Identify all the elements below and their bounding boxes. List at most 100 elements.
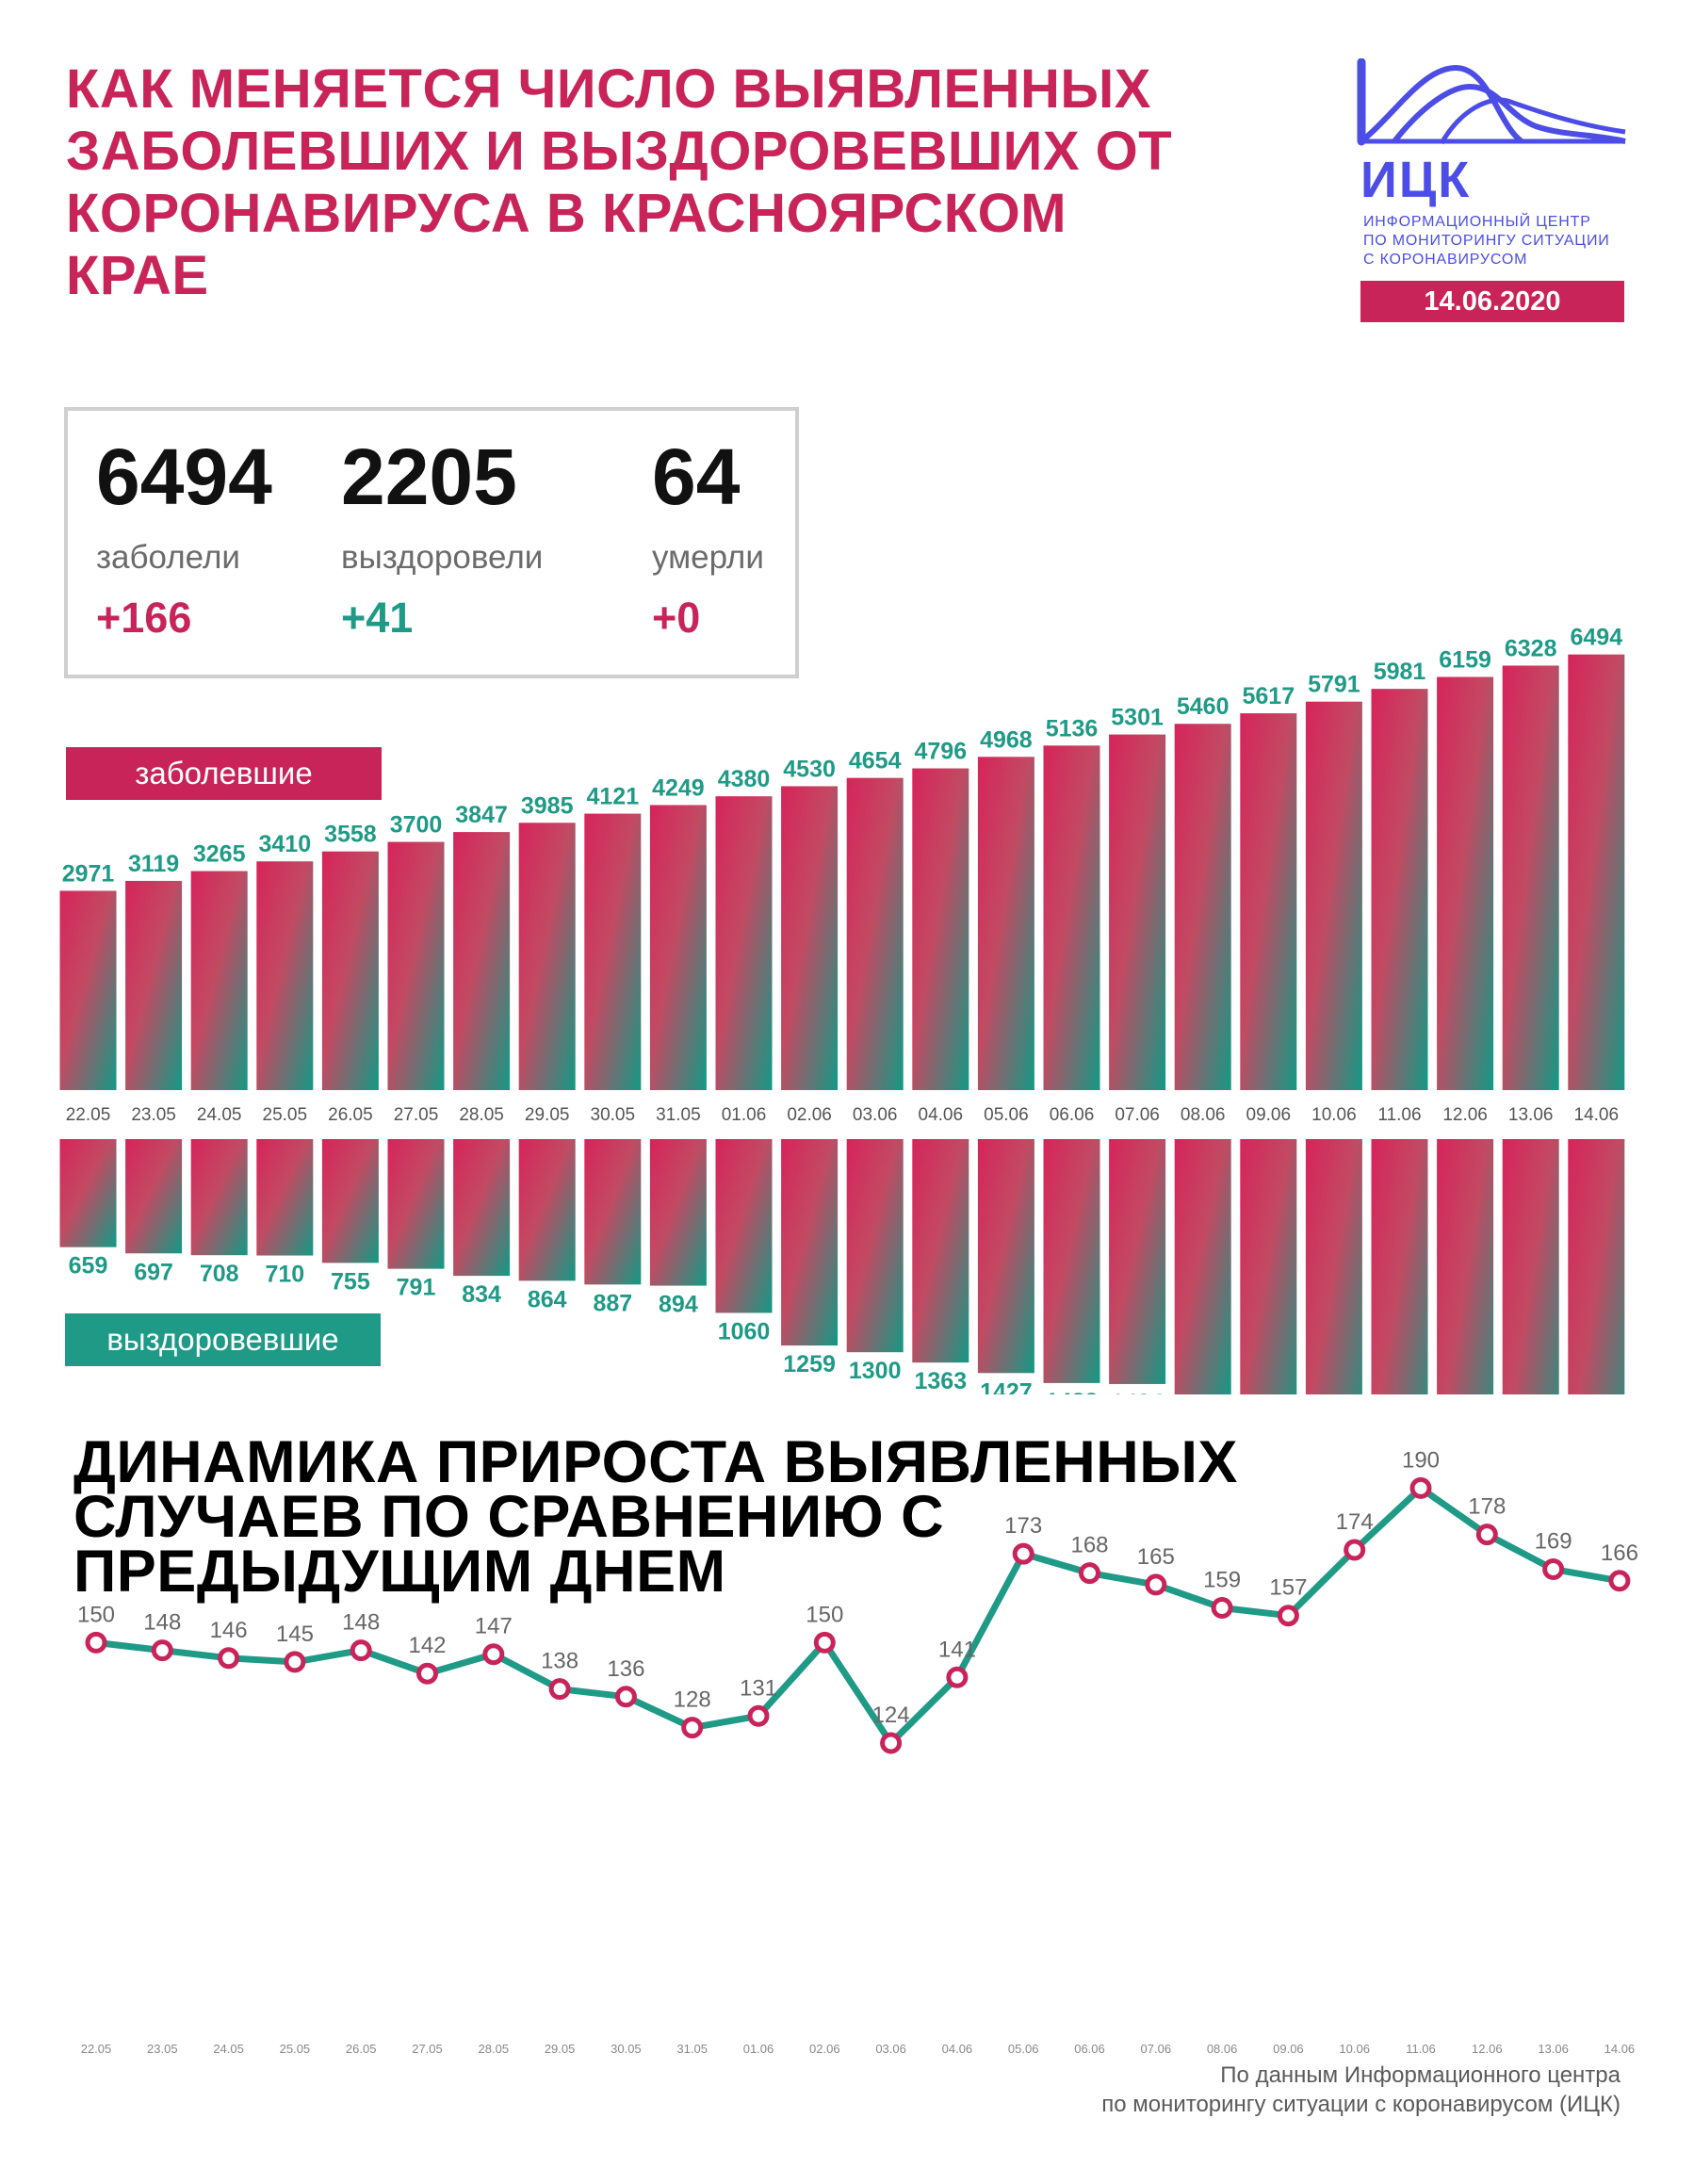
recovered-value-label: 710 xyxy=(265,1262,304,1288)
growth-value-label: 190 xyxy=(1402,1447,1440,1473)
date-tick-label: 12.06 xyxy=(1442,1105,1488,1125)
infected-bar xyxy=(321,851,379,1090)
infected-bar xyxy=(1174,724,1231,1090)
stat-delta: +41 xyxy=(341,594,414,642)
infected-value-label: 5981 xyxy=(1374,659,1426,685)
growth-date-label: 01.06 xyxy=(743,2042,774,2056)
title-line: КАК МЕНЯЕТСЯ ЧИСЛО ВЫЯВЛЕННЫХ xyxy=(66,58,1151,120)
stat-delta: +166 xyxy=(96,594,192,642)
growth-point xyxy=(1211,1597,1233,1619)
date-tick-label: 02.06 xyxy=(787,1105,832,1125)
stat-label: заболели xyxy=(96,539,240,576)
growth-series: 150 22.05 148 23.05 146 24.05 145 25.05 148 26.05… xyxy=(77,1447,1638,2056)
infected-bar xyxy=(125,880,183,1090)
growth-date-label: 09.06 xyxy=(1273,2042,1304,2056)
growth-value-label: 168 xyxy=(1070,1533,1108,1558)
recovered-bar xyxy=(1240,1139,1297,1394)
infected-value-label: 5791 xyxy=(1308,672,1360,698)
growth-value-label: 138 xyxy=(541,1649,578,1674)
growth-date-label: 03.06 xyxy=(875,2042,906,2056)
infected-bar xyxy=(715,796,773,1090)
infected-value-label: 5136 xyxy=(1046,715,1099,742)
growth-point xyxy=(218,1647,240,1670)
legend-recovered: выздоровевшие xyxy=(65,1313,381,1366)
infected-value-label: 3985 xyxy=(521,792,574,819)
growth-point xyxy=(151,1639,173,1662)
date-tick-label: 22.05 xyxy=(66,1105,111,1125)
recovered-value-label: 697 xyxy=(134,1259,173,1285)
date-tick-label: 07.06 xyxy=(1115,1105,1160,1125)
title-line: ЗАБОЛЕВШИХ И ВЫЗДОРОВЕВШИХ ОТ xyxy=(66,121,1173,182)
growth-date-label: 11.06 xyxy=(1406,2042,1436,2056)
summary-stats: 6494 заболели +166 2205 выздоровели +41 … xyxy=(64,407,799,678)
growth-value-label: 150 xyxy=(77,1602,115,1627)
recovered-bar xyxy=(1174,1139,1231,1394)
growth-date-label: 30.05 xyxy=(611,2042,642,2056)
infected-bar xyxy=(190,871,248,1090)
infected-bar xyxy=(453,832,511,1090)
date-tick-label: 14.06 xyxy=(1574,1105,1620,1125)
growth-date-label: 07.06 xyxy=(1141,2042,1172,2056)
infected-bar xyxy=(846,777,904,1090)
recovered-bar xyxy=(1437,1139,1494,1394)
title-line: КРАЕ xyxy=(66,245,209,306)
recovered-value-label: 708 xyxy=(200,1261,239,1287)
infected-value-label: 4530 xyxy=(783,756,836,782)
legend-infected: заболевшие xyxy=(66,747,382,800)
recovered-bar xyxy=(977,1139,1034,1374)
growth-date-label: 25.05 xyxy=(280,2042,311,2056)
date-tick-label: 11.06 xyxy=(1377,1105,1421,1125)
recovered-bar xyxy=(1371,1139,1428,1394)
growth-value-label: 147 xyxy=(475,1614,513,1639)
growth-date-label: 05.06 xyxy=(1008,2042,1039,2056)
infected-value-label: 4796 xyxy=(914,739,967,765)
infected-value-label: 4380 xyxy=(718,766,771,792)
growth-value-label: 159 xyxy=(1203,1568,1241,1593)
growth-value-label: 178 xyxy=(1468,1494,1506,1520)
date-tick-label: 24.05 xyxy=(197,1105,242,1125)
title-line: КОРОНАВИРУСА В КРАСНОЯРСКОМ xyxy=(66,183,1067,244)
growth-value-label: 128 xyxy=(674,1687,711,1713)
growth-value-label: 142 xyxy=(408,1633,446,1658)
growth-value-label: 157 xyxy=(1269,1575,1307,1601)
date-tick-label: 29.05 xyxy=(525,1105,570,1125)
growth-point xyxy=(1475,1524,1498,1546)
date-tick-label: 04.06 xyxy=(919,1105,964,1125)
recovered-value-label: 1060 xyxy=(718,1318,771,1345)
infected-bar xyxy=(977,757,1034,1090)
growth-point xyxy=(85,1631,107,1654)
recovered-value-label: 1488 xyxy=(1046,1389,1099,1394)
growth-value-label: 136 xyxy=(607,1656,644,1682)
stat-label: выздоровели xyxy=(341,539,544,576)
growth-chart-title: ДИНАМИКА ПРИРОСТА ВЫЯВЛЕННЫХ СЛУЧАЕВ ПО … xyxy=(73,1433,1238,1602)
date-tick-label: 28.05 xyxy=(459,1105,504,1125)
growth-value-label: 166 xyxy=(1601,1540,1638,1566)
growth-value-label: 173 xyxy=(1004,1513,1042,1539)
growth-date-label: 31.05 xyxy=(676,2042,708,2056)
date-tick-label: 10.06 xyxy=(1311,1105,1357,1125)
growth-point xyxy=(1145,1573,1167,1596)
recovered-value-label: 755 xyxy=(331,1268,370,1295)
infected-value-label: 3119 xyxy=(128,851,179,877)
recovered-bar xyxy=(584,1139,642,1285)
growth-value-label: 141 xyxy=(938,1637,976,1662)
date-tick-label: 03.06 xyxy=(853,1105,898,1125)
infected-value-label: 3847 xyxy=(455,802,508,828)
growth-value-label: 148 xyxy=(143,1610,181,1636)
infected-bar xyxy=(1043,745,1100,1090)
infected-value-label: 3410 xyxy=(258,831,311,857)
recovered-bar xyxy=(321,1139,379,1263)
stat-recovered: 2205 выздоровели +41 xyxy=(341,432,543,644)
infected-value-label: 6328 xyxy=(1505,635,1557,661)
growth-date-label: 14.06 xyxy=(1604,2042,1636,2056)
infected-value-label: 4654 xyxy=(849,748,902,774)
growth-point xyxy=(1608,1570,1631,1592)
growth-point xyxy=(1012,1542,1034,1565)
recovered-bar xyxy=(912,1139,969,1363)
infected-bar xyxy=(1437,676,1494,1090)
growth-date-label: 10.06 xyxy=(1339,2042,1370,2056)
stat-infected: 6494 заболели +166 xyxy=(96,432,272,644)
infected-bar xyxy=(1305,701,1362,1090)
date-tick-label: 01.06 xyxy=(722,1105,767,1125)
